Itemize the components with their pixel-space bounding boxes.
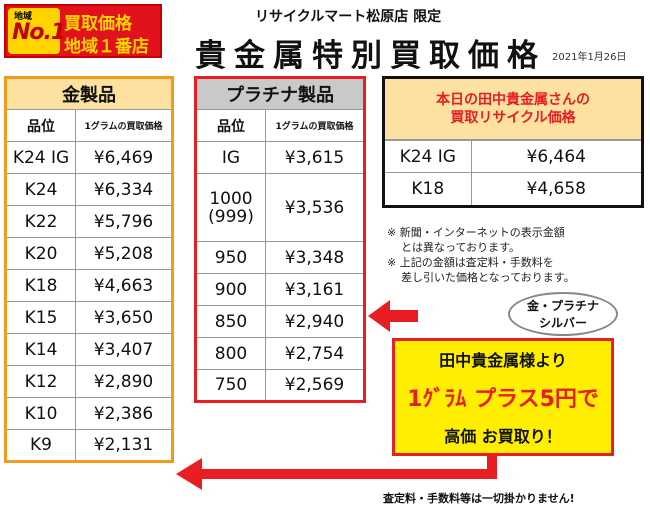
- gold-row: K12 ¥2,890: [5, 365, 173, 398]
- bubble-line1: 金・プラチナ: [526, 299, 599, 313]
- platinum-price: ¥2,754: [265, 337, 365, 370]
- gold-grade: K10: [5, 397, 76, 430]
- platinum-grade: 900: [195, 273, 266, 306]
- platinum-row: 850 ¥2,940: [195, 305, 365, 338]
- badge-region-label: 地域: [14, 12, 33, 22]
- gold-grade: K14: [5, 333, 76, 366]
- gold-row: K22 ¥5,796: [5, 205, 173, 238]
- gold-row: K9 ¥2,131: [5, 429, 173, 462]
- arrow-to-gold-k9: [200, 456, 497, 479]
- platinum-price: ¥3,161: [265, 273, 365, 306]
- arrow-head-k9: [176, 458, 202, 490]
- today-heading-line1: 本日の田中貴金属さんの: [436, 92, 590, 108]
- gold-price: ¥3,407: [75, 333, 173, 366]
- platinum-row: 1000 (999) ¥3,536: [195, 173, 365, 242]
- gold-price: ¥6,334: [75, 173, 173, 206]
- gold-col-price: 1グラムの買取価格: [75, 109, 173, 142]
- promo-box: 田中貴金属様より 1ｸﾞﾗﾑ プラス5円で 高価 お買取り！: [392, 338, 614, 456]
- today-price-box: 本日の田中貴金属さんの 買取リサイクル価格 K24 IG ¥6,464 K18 …: [382, 76, 644, 208]
- note-1a: ※ 新聞・インターネットの表示金額: [387, 226, 565, 239]
- today-heading-line2: 買取リサイクル価格: [450, 110, 576, 126]
- notes: ※ 新聞・インターネットの表示金額 とは異なっております。 ※ 上記の金額は査定…: [387, 226, 575, 286]
- platinum-grade: 1000 (999): [195, 173, 266, 242]
- badge-line1: 買取価格: [64, 14, 132, 34]
- gold-row: K10 ¥2,386: [5, 397, 173, 430]
- gold-price: ¥5,796: [75, 205, 173, 238]
- gold-row: K24 ¥6,334: [5, 173, 173, 206]
- page-title: 貴金属特別買取価格: [195, 38, 546, 74]
- platinum-price: ¥2,569: [265, 369, 365, 402]
- gold-price: ¥2,131: [75, 429, 173, 462]
- platinum-table-title: プラチナ製品: [195, 77, 365, 110]
- platinum-grade: 750: [195, 369, 266, 402]
- promo-line2: 1ｸﾞﾗﾑ プラス5円で: [407, 387, 599, 412]
- badge-line2: 地域１番店: [64, 37, 149, 57]
- today-heading: 本日の田中貴金属さんの 買取リサイクル価格: [385, 79, 641, 140]
- platinum-row: 750 ¥2,569: [195, 369, 365, 402]
- gold-row: K14 ¥3,407: [5, 333, 173, 366]
- badge-no1: No.1: [12, 20, 66, 45]
- date-label: 2021年1月26日: [552, 52, 627, 63]
- today-price: ¥6,464: [471, 140, 641, 173]
- bubble-line2: シルバー: [538, 316, 587, 330]
- platinum-grade: 950: [195, 241, 266, 274]
- today-price: ¥4,658: [471, 172, 641, 205]
- platinum-row: IG ¥3,615: [195, 141, 365, 174]
- platinum-price-table: プラチナ製品 品位 1グラムの買取価格 IG ¥3,615 1000 (999) ¥3…: [194, 76, 366, 403]
- gold-row: K15 ¥3,650: [5, 301, 173, 334]
- platinum-price: ¥2,940: [265, 305, 365, 338]
- note-2a: ※ 上記の金額は査定料・手数料を: [387, 256, 554, 269]
- platinum-row: 800 ¥2,754: [195, 337, 365, 370]
- today-row: K24 IG ¥6,464: [385, 140, 641, 173]
- platinum-price: ¥3,615: [265, 141, 365, 174]
- gold-grade: K24: [5, 173, 76, 206]
- platinum-grade: 850: [195, 305, 266, 338]
- promo-line3: 高価 お買取り！: [444, 427, 562, 446]
- platinum-col-price: 1グラムの買取価格: [265, 109, 365, 142]
- note-1b: とは異なっております。: [401, 241, 521, 254]
- gold-price: ¥3,650: [75, 301, 173, 334]
- region-no1-badge: 地域 No.1 買取価格 地域１番店: [4, 4, 162, 58]
- store-name: リサイクルマート松原店 限定: [255, 9, 442, 25]
- gold-price: ¥2,890: [75, 365, 173, 398]
- today-grade: K18: [385, 172, 472, 205]
- no1-box: [8, 8, 60, 54]
- promo-line1: 田中貴金属様より: [439, 351, 567, 370]
- gold-price-table: 金製品 品位 1グラムの買取価格 K24 IG ¥6,469 K24 ¥6,334 K2…: [4, 76, 174, 463]
- platinum-row: 900 ¥3,161: [195, 273, 365, 306]
- arrow-to-platinum-900: [368, 300, 418, 332]
- gold-table-title: 金製品: [5, 77, 173, 110]
- today-row: K18 ¥4,658: [385, 172, 641, 205]
- gold-grade: K12: [5, 365, 76, 398]
- note-2b: 差し引いた価格となっております。: [401, 271, 575, 284]
- metal-type-bubble: 金・プラチナ シルバー: [508, 292, 618, 336]
- platinum-price: ¥3,536: [265, 173, 365, 242]
- platinum-grade: IG: [195, 141, 266, 174]
- gold-price: ¥2,386: [75, 397, 173, 430]
- today-grade: K24 IG: [385, 140, 472, 173]
- footer-note: 査定料・手数料等は一切掛かりません!: [383, 492, 575, 505]
